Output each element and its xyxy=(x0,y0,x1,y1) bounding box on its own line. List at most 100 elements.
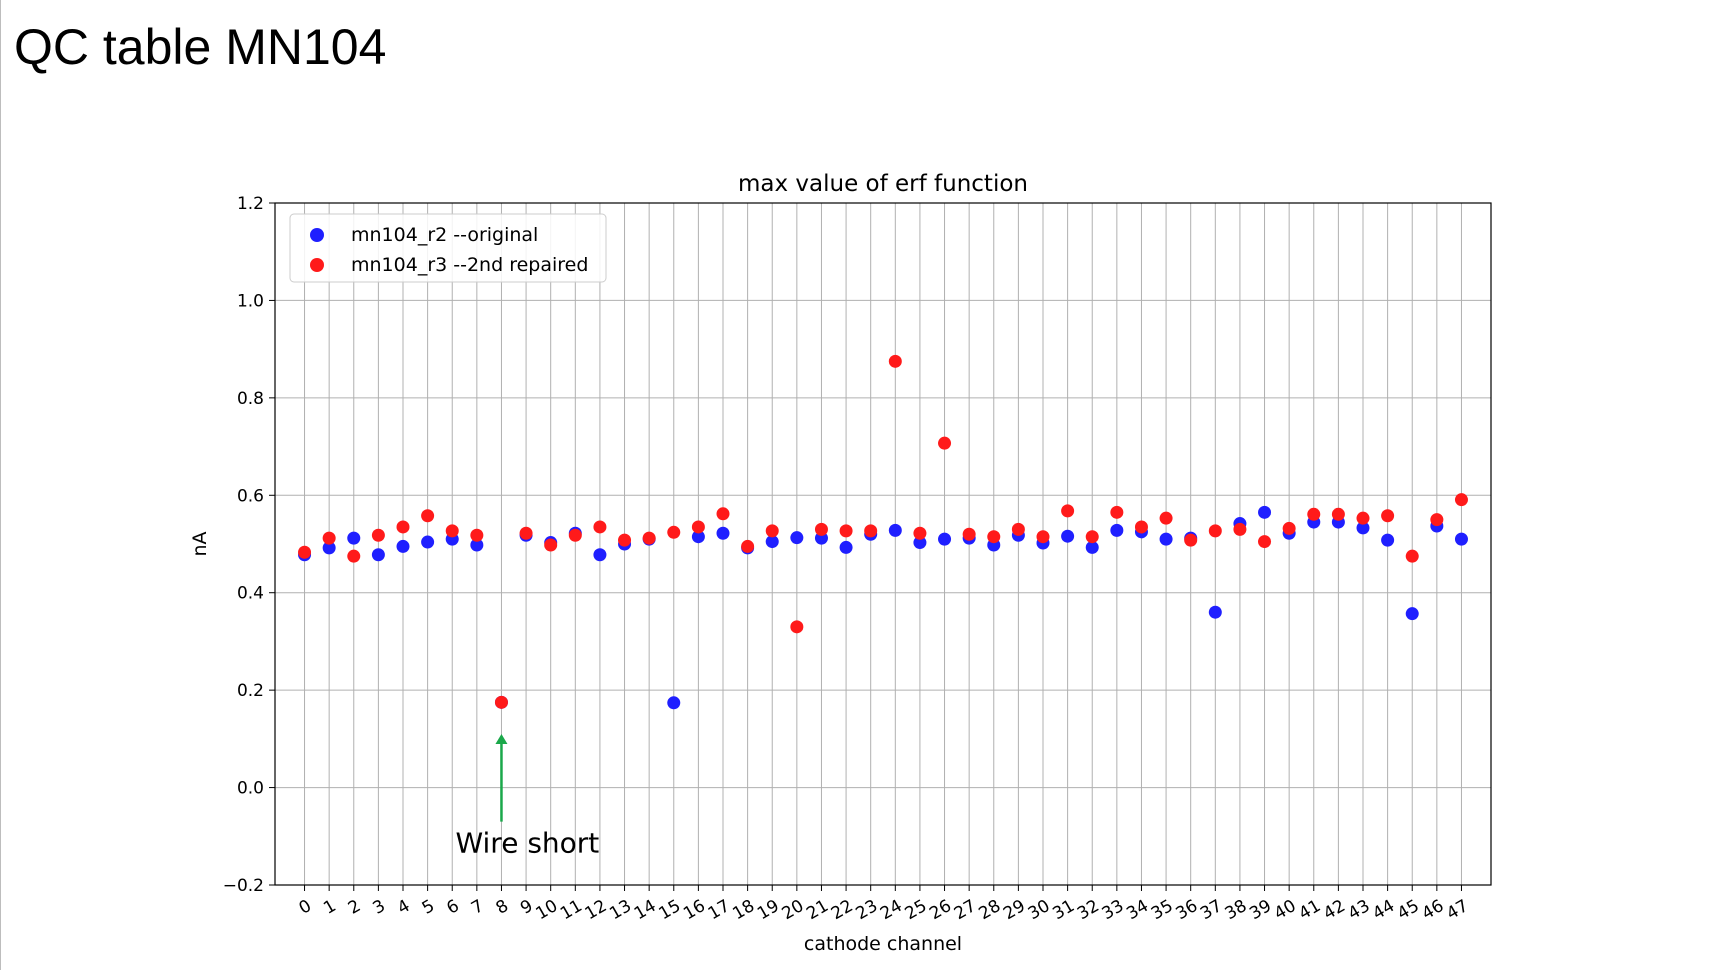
data-point-series-1 xyxy=(1405,607,1419,621)
data-point-series-1 xyxy=(371,548,385,562)
data-point-series-2 xyxy=(814,522,828,536)
data-point-series-2 xyxy=(1233,522,1247,536)
data-point-series-1 xyxy=(347,531,361,545)
data-point-series-2 xyxy=(888,354,902,368)
data-point-series-1 xyxy=(716,526,730,540)
data-point-series-2 xyxy=(298,545,312,559)
x-tick-label: 13 xyxy=(606,896,635,924)
y-tick-label: 0.2 xyxy=(237,681,264,701)
x-tick-label: 11 xyxy=(557,896,586,924)
legend-label-series-1: mn104_r2 --original xyxy=(351,224,538,246)
x-tick-label: 20 xyxy=(779,896,808,924)
y-tick-label: 1.2 xyxy=(237,194,264,214)
x-tick-label: 5 xyxy=(419,896,438,919)
data-point-series-2 xyxy=(470,528,484,542)
x-axis-label: cathode channel xyxy=(804,933,962,955)
x-tick-label: 33 xyxy=(1099,896,1128,924)
x-tick-label: 39 xyxy=(1246,896,1275,924)
x-tick-label: 7 xyxy=(468,896,487,919)
data-point-series-2 xyxy=(987,530,1001,544)
x-tick-label: 47 xyxy=(1443,896,1472,924)
x-tick-label: 14 xyxy=(631,896,660,924)
data-point-series-1 xyxy=(839,540,853,554)
data-point-series-2 xyxy=(938,436,952,450)
data-point-series-1 xyxy=(1159,532,1173,546)
data-point-series-1 xyxy=(765,535,779,549)
data-point-series-2 xyxy=(396,520,410,534)
data-point-series-2 xyxy=(421,509,435,523)
slide-title: QC table MN104 xyxy=(14,19,387,75)
y-tick-label: 0.0 xyxy=(237,779,264,799)
y-tick-label: 0.4 xyxy=(237,584,264,604)
x-tick-label: 41 xyxy=(1296,896,1325,924)
x-tick-label: 43 xyxy=(1345,896,1374,924)
data-point-series-2 xyxy=(691,520,705,534)
data-point-series-2 xyxy=(913,526,927,540)
data-point-series-2 xyxy=(1405,549,1419,563)
x-tick-label: 25 xyxy=(902,896,931,924)
x-tick-label: 29 xyxy=(1000,896,1029,924)
data-point-series-2 xyxy=(1110,505,1124,519)
x-tick-label: 30 xyxy=(1025,896,1054,924)
y-tick-label: 1.0 xyxy=(237,291,264,311)
data-point-series-1 xyxy=(1208,605,1222,619)
data-point-series-2 xyxy=(1454,493,1468,507)
chart-title: max value of erf function xyxy=(738,171,1028,197)
data-point-series-2 xyxy=(519,526,533,540)
data-point-series-1 xyxy=(421,535,435,549)
data-point-series-2 xyxy=(494,695,508,709)
data-point-series-2 xyxy=(1085,530,1099,544)
x-tick-label: 24 xyxy=(877,896,906,924)
data-point-series-2 xyxy=(1307,507,1321,521)
x-tick-label: 19 xyxy=(754,896,783,924)
x-tick-label: 31 xyxy=(1049,896,1078,924)
data-point-series-2 xyxy=(371,528,385,542)
plot-frame xyxy=(274,202,1492,886)
data-point-series-2 xyxy=(1061,504,1075,518)
data-point-series-2 xyxy=(962,527,976,541)
x-tick-label: 4 xyxy=(394,896,413,919)
data-point-series-2 xyxy=(1208,524,1222,538)
annotation-text: Wire short xyxy=(455,827,599,860)
data-point-series-2 xyxy=(1430,513,1444,527)
x-tick-label: 38 xyxy=(1222,896,1251,924)
data-point-series-2 xyxy=(667,525,681,539)
x-tick-label: 12 xyxy=(582,896,611,924)
data-point-series-1 xyxy=(888,523,902,537)
slide-left-edge xyxy=(0,0,1,970)
data-point-series-2 xyxy=(1282,521,1296,535)
y-tick-label: 0.6 xyxy=(237,486,264,506)
data-point-series-1 xyxy=(1085,540,1099,554)
data-point-series-2 xyxy=(642,531,656,545)
data-point-series-2 xyxy=(765,524,779,538)
data-point-series-2 xyxy=(1159,511,1173,525)
data-point-series-1 xyxy=(1454,532,1468,546)
x-tick-label: 21 xyxy=(803,896,832,924)
data-point-series-2 xyxy=(322,531,336,545)
data-point-series-2 xyxy=(741,539,755,553)
data-point-series-2 xyxy=(1036,530,1050,544)
y-axis-label: nA xyxy=(189,531,211,556)
data-point-series-2 xyxy=(618,533,632,547)
data-point-series-1 xyxy=(593,548,607,562)
data-point-series-1 xyxy=(938,532,952,546)
x-tick-label: 34 xyxy=(1123,896,1152,924)
y-tick-label: 0.8 xyxy=(237,389,264,409)
legend-box xyxy=(289,213,607,283)
data-point-series-1 xyxy=(1258,505,1272,519)
data-point-series-2 xyxy=(1356,511,1370,525)
data-point-series-1 xyxy=(913,536,927,550)
data-point-series-2 xyxy=(1381,509,1395,523)
legend-marker-series-1 xyxy=(310,228,324,242)
annotation-arrowhead xyxy=(495,733,508,744)
data-point-series-1 xyxy=(667,696,681,710)
data-point-series-1 xyxy=(1381,533,1395,547)
data-point-series-2 xyxy=(1134,520,1148,534)
x-tick-label: 1 xyxy=(320,896,339,919)
data-point-series-1 xyxy=(322,541,336,555)
x-tick-label: 36 xyxy=(1172,896,1201,924)
x-tick-label: 15 xyxy=(656,896,685,924)
x-tick-label: 10 xyxy=(532,896,561,924)
x-tick-label: 35 xyxy=(1148,896,1177,924)
